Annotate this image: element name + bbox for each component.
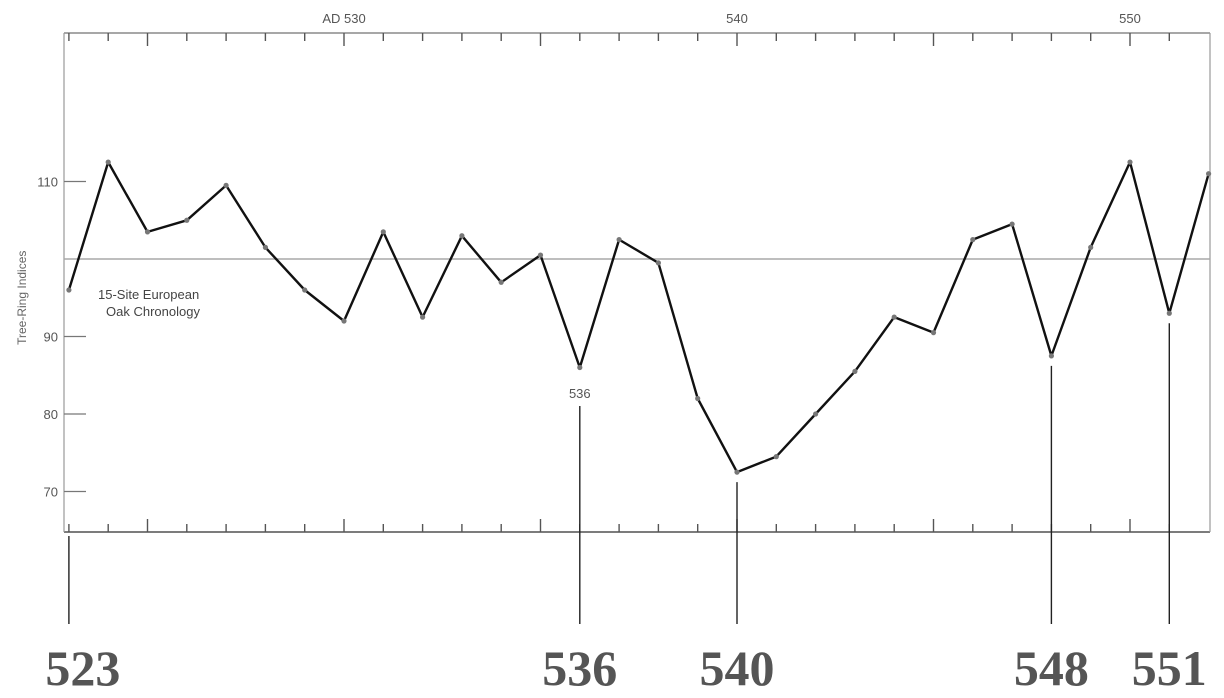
data-point-530 (341, 318, 347, 324)
data-point-547 (1009, 221, 1015, 227)
data-point-524 (105, 159, 111, 165)
x-tick-label-550: 550 (1119, 11, 1141, 26)
data-point-523 (66, 287, 72, 293)
plot-frame (63, 32, 1211, 533)
anno-label-small-536: 536 (569, 386, 591, 401)
data-point-543 (852, 368, 858, 374)
data-point-542 (813, 411, 819, 417)
data-point-527 (223, 182, 229, 188)
annotations: 536 523 536 540 548 551 (45, 323, 1207, 696)
x-tick-label-540: 540 (726, 11, 748, 26)
x-tick-label-530: AD 530 (322, 11, 365, 26)
data-point-532 (420, 314, 426, 320)
anno-label-523: 523 (45, 640, 120, 696)
data-point-550 (1127, 159, 1133, 165)
data-point-529 (302, 287, 308, 293)
data-point-548 (1048, 353, 1054, 359)
data-point-551 (1166, 310, 1172, 316)
data-point-552 (1206, 171, 1212, 177)
data-point-544 (891, 314, 897, 320)
data-point-545 (930, 330, 937, 336)
data-point-537 (616, 237, 622, 243)
data-point-531 (380, 229, 386, 235)
anno-label-540: 540 (700, 640, 775, 696)
data-point-535 (537, 252, 544, 258)
legend-line-2: Oak Chronology (106, 304, 200, 319)
data-point-528 (262, 244, 268, 250)
anno-label-536: 536 (542, 640, 617, 696)
data-point-541 (773, 454, 779, 460)
data-point-540 (734, 469, 740, 475)
y-tick-label-90: 90 (44, 330, 58, 345)
y-tick-label-70: 70 (44, 485, 58, 500)
tick-marks (64, 33, 1171, 532)
legend-line-1: 15-Site European (98, 287, 199, 302)
y-axis-label: Tree-Ring Indices (15, 251, 29, 345)
data-point-536 (577, 364, 583, 371)
anno-label-551: 551 (1132, 640, 1207, 696)
data-point-549 (1088, 244, 1094, 250)
anno-label-548: 548 (1014, 640, 1089, 696)
data-point-538 (655, 260, 662, 266)
y-tick-label-80: 80 (44, 407, 58, 422)
data-point-533 (459, 233, 465, 239)
data-point-539 (695, 395, 701, 402)
series-line (67, 160, 1210, 474)
data-point-526 (184, 217, 190, 223)
data-point-525 (144, 229, 151, 235)
y-tick-label-110: 110 (37, 175, 58, 190)
axis-labels: AD 530 540 550 70 80 90 110 Tree-Ring Indices (15, 11, 1141, 500)
legend: 15-Site European Oak Chronology (98, 287, 200, 319)
series-line-group (66, 159, 1212, 475)
data-point-534 (498, 279, 504, 285)
data-point-546 (970, 237, 976, 243)
